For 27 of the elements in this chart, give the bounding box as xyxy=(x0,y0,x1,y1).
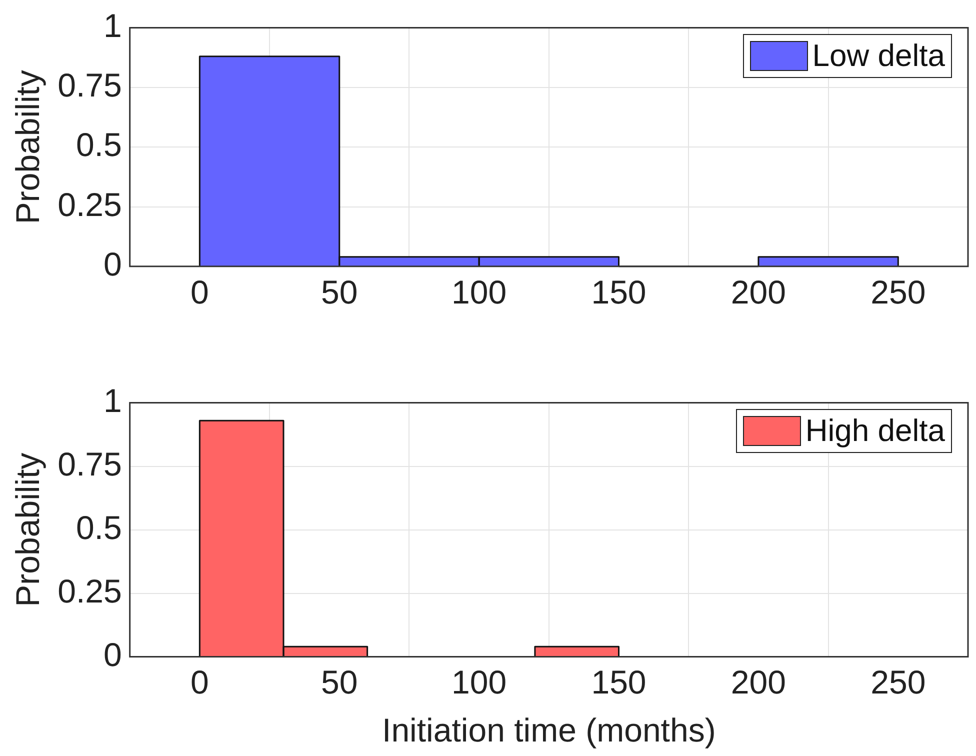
y-tick-label: 0.75 xyxy=(58,66,122,104)
y-tick-label: 0.5 xyxy=(76,508,122,546)
y-tick-label: 0.5 xyxy=(76,126,122,164)
x-tick-label: 50 xyxy=(321,273,358,310)
x-tick-label: 200 xyxy=(730,273,786,310)
x-tick-label: 100 xyxy=(452,664,507,701)
x-tick-label: 0 xyxy=(190,273,209,310)
y-tick-label: 0 xyxy=(103,636,122,673)
y-tick-label: 1 xyxy=(103,382,122,419)
legend-label: Low delta xyxy=(812,38,945,74)
y-axis-title: Probability xyxy=(8,70,46,224)
x-tick-label: 150 xyxy=(591,664,646,701)
x-axis-title: Initiation time (months) xyxy=(382,711,716,748)
x-tick-label: 250 xyxy=(870,273,926,310)
y-tick-label: 0.25 xyxy=(58,572,122,610)
x-tick-label: 0 xyxy=(190,664,209,701)
y-tick-label: 0.75 xyxy=(58,445,122,482)
y-tick-label: 0 xyxy=(103,245,122,282)
x-tick-label: 200 xyxy=(730,664,786,701)
y-tick-label: 0.25 xyxy=(58,186,122,223)
x-tick-label: 100 xyxy=(452,273,507,310)
y-tick-label: 1 xyxy=(103,6,122,44)
y-axis-title: Probability xyxy=(8,452,46,607)
x-tick-label: 50 xyxy=(321,664,358,701)
legend-label: High delta xyxy=(805,413,945,449)
x-tick-label: 150 xyxy=(591,273,646,310)
x-tick-label: 250 xyxy=(870,664,926,701)
